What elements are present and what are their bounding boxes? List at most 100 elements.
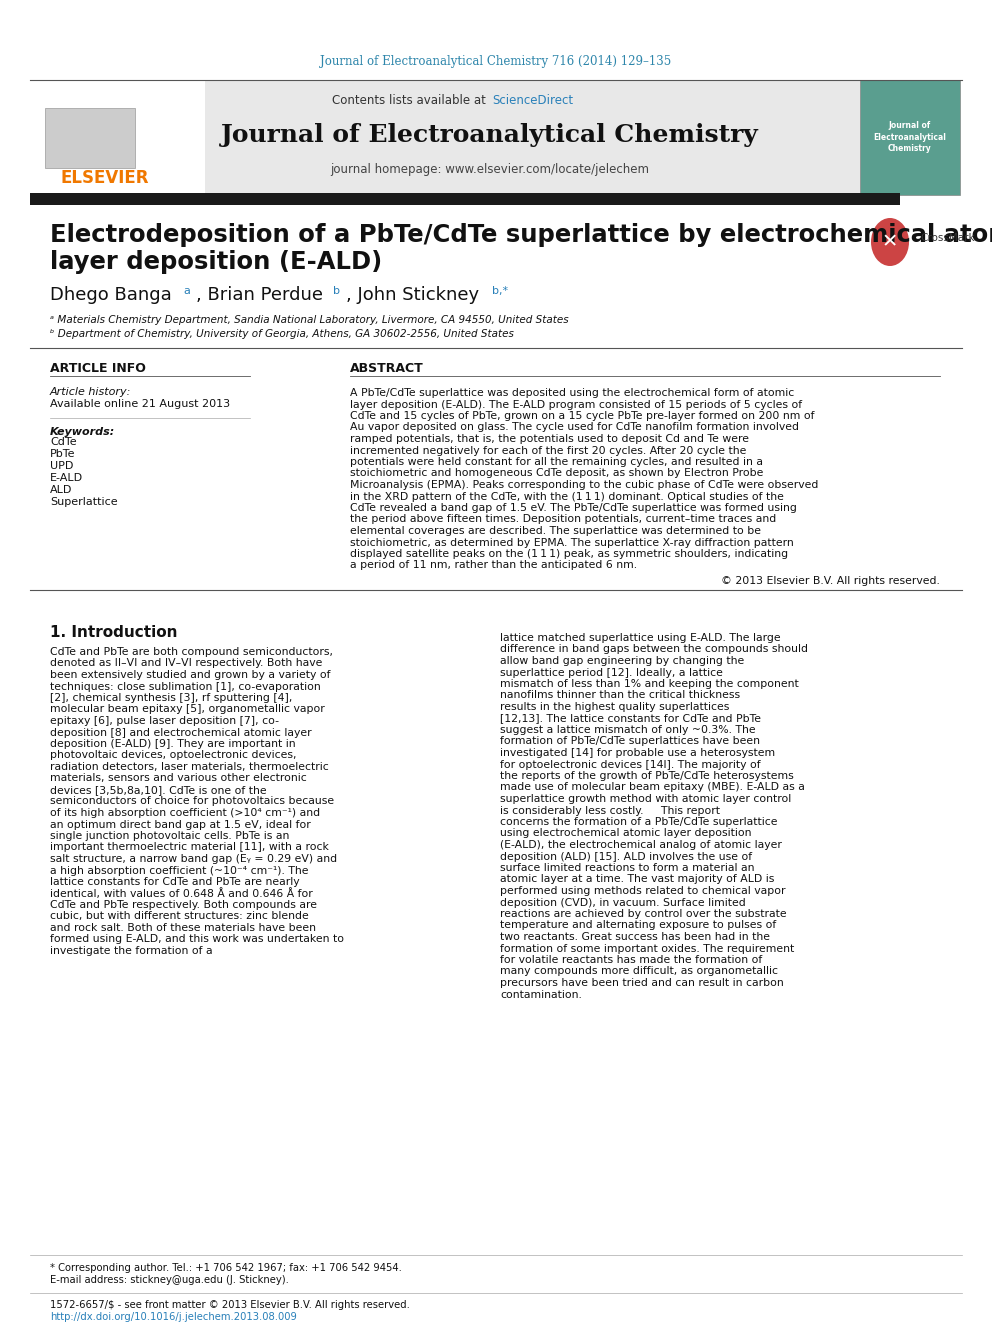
Text: a: a: [183, 286, 189, 296]
Text: Electrodeposition of a PbTe/CdTe superlattice by electrochemical atomic: Electrodeposition of a PbTe/CdTe superla…: [50, 224, 992, 247]
Text: ARTICLE INFO: ARTICLE INFO: [50, 361, 146, 374]
Text: using electrochemical atomic layer deposition: using electrochemical atomic layer depos…: [500, 828, 752, 839]
Text: nanofilms thinner than the critical thickness: nanofilms thinner than the critical thic…: [500, 691, 740, 700]
Text: is considerably less costly.     This report: is considerably less costly. This report: [500, 806, 720, 815]
Text: E-ALD: E-ALD: [50, 474, 83, 483]
Bar: [30, 79, 205, 194]
Text: contamination.: contamination.: [500, 990, 582, 999]
Text: an optimum direct band gap at 1.5 eV, ideal for: an optimum direct band gap at 1.5 eV, id…: [50, 819, 310, 830]
Text: photovoltaic devices, optoelectronic devices,: photovoltaic devices, optoelectronic dev…: [50, 750, 297, 761]
Text: Article history:: Article history:: [50, 388, 131, 397]
Text: epitaxy [6], pulse laser deposition [7], co-: epitaxy [6], pulse laser deposition [7],…: [50, 716, 279, 726]
Text: [12,13]. The lattice constants for CdTe and PbTe: [12,13]. The lattice constants for CdTe …: [500, 713, 761, 724]
Text: atomic layer at a time. The vast majority of ALD is: atomic layer at a time. The vast majorit…: [500, 875, 775, 885]
Text: E-mail address: stickney@uga.edu (J. Stickney).: E-mail address: stickney@uga.edu (J. Sti…: [50, 1275, 289, 1285]
Text: ✕: ✕: [882, 233, 898, 251]
Text: denoted as II–VI and IV–VI respectively. Both have: denoted as II–VI and IV–VI respectively.…: [50, 659, 322, 668]
Text: many compounds more difficult, as organometallic: many compounds more difficult, as organo…: [500, 967, 778, 976]
Text: in the XRD pattern of the CdTe, with the (1 1 1) dominant. Optical studies of th: in the XRD pattern of the CdTe, with the…: [350, 492, 784, 501]
Text: temperature and alternating exposure to pulses of: temperature and alternating exposure to …: [500, 921, 777, 930]
Ellipse shape: [871, 218, 909, 266]
Text: ᵃ Materials Chemistry Department, Sandia National Laboratory, Livermore, CA 9455: ᵃ Materials Chemistry Department, Sandia…: [50, 315, 568, 325]
Text: Available online 21 August 2013: Available online 21 August 2013: [50, 400, 230, 409]
Text: http://dx.doi.org/10.1016/j.jelechem.2013.08.009: http://dx.doi.org/10.1016/j.jelechem.201…: [50, 1312, 297, 1322]
Text: for optoelectronic devices [14l]. The majority of: for optoelectronic devices [14l]. The ma…: [500, 759, 761, 770]
Text: deposition (ALD) [15]. ALD involves the use of: deposition (ALD) [15]. ALD involves the …: [500, 852, 752, 861]
Text: lattice constants for CdTe and PbTe are nearly: lattice constants for CdTe and PbTe are …: [50, 877, 300, 886]
Text: deposition [8] and electrochemical atomic layer: deposition [8] and electrochemical atomi…: [50, 728, 311, 737]
Text: * Corresponding author. Tel.: +1 706 542 1967; fax: +1 706 542 9454.: * Corresponding author. Tel.: +1 706 542…: [50, 1263, 402, 1273]
Text: layer deposition (E-ALD). The E-ALD program consisted of 15 periods of 5 cycles : layer deposition (E-ALD). The E-ALD prog…: [350, 400, 803, 410]
Text: © 2013 Elsevier B.V. All rights reserved.: © 2013 Elsevier B.V. All rights reserved…: [721, 576, 940, 586]
Text: Superlattice: Superlattice: [50, 497, 118, 507]
Text: investigate the formation of a: investigate the formation of a: [50, 946, 212, 957]
Text: Journal of Electroanalytical Chemistry 716 (2014) 129–135: Journal of Electroanalytical Chemistry 7…: [320, 56, 672, 69]
Text: for volatile reactants has made the formation of: for volatile reactants has made the form…: [500, 955, 762, 964]
Text: single junction photovoltaic cells. PbTe is an: single junction photovoltaic cells. PbTe…: [50, 831, 290, 841]
Text: journal homepage: www.elsevier.com/locate/jelechem: journal homepage: www.elsevier.com/locat…: [330, 164, 650, 176]
Text: important thermoelectric material [11], with a rock: important thermoelectric material [11], …: [50, 843, 329, 852]
Text: , Brian Perdue: , Brian Perdue: [196, 286, 323, 304]
Text: of its high absorption coefficient (>10⁴ cm⁻¹) and: of its high absorption coefficient (>10⁴…: [50, 808, 320, 818]
Text: lattice matched superlattice using E-ALD. The large: lattice matched superlattice using E-ALD…: [500, 632, 781, 643]
Text: stoichiometric and homogeneous CdTe deposit, as shown by Electron Probe: stoichiometric and homogeneous CdTe depo…: [350, 468, 764, 479]
Bar: [30, 79, 900, 194]
Text: devices [3,5b,8a,10]. CdTe is one of the: devices [3,5b,8a,10]. CdTe is one of the: [50, 785, 267, 795]
Text: cubic, but with different structures: zinc blende: cubic, but with different structures: zi…: [50, 912, 309, 922]
Text: deposition (CVD), in vacuum. Surface limited: deposition (CVD), in vacuum. Surface lim…: [500, 897, 746, 908]
Text: 1572-6657/$ - see front matter © 2013 Elsevier B.V. All rights reserved.: 1572-6657/$ - see front matter © 2013 El…: [50, 1301, 410, 1310]
Text: difference in band gaps between the compounds should: difference in band gaps between the comp…: [500, 644, 808, 655]
Text: Au vapor deposited on glass. The cycle used for CdTe nanofilm formation involved: Au vapor deposited on glass. The cycle u…: [350, 422, 799, 433]
Text: reactions are achieved by control over the substrate: reactions are achieved by control over t…: [500, 909, 787, 919]
Text: made use of molecular beam epitaxy (MBE). E-ALD as a: made use of molecular beam epitaxy (MBE)…: [500, 782, 805, 792]
Text: a period of 11 nm, rather than the anticipated 6 nm.: a period of 11 nm, rather than the antic…: [350, 561, 637, 570]
Text: and rock salt. Both of these materials have been: and rock salt. Both of these materials h…: [50, 923, 316, 933]
Text: CdTe and PbTe are both compound semiconductors,: CdTe and PbTe are both compound semicond…: [50, 647, 333, 658]
Text: ᵇ Department of Chemistry, University of Georgia, Athens, GA 30602-2556, United : ᵇ Department of Chemistry, University of…: [50, 329, 514, 339]
Text: 1. Introduction: 1. Introduction: [50, 624, 178, 640]
Text: UPD: UPD: [50, 460, 73, 471]
Text: formation of some important oxides. The requirement: formation of some important oxides. The …: [500, 943, 795, 954]
Text: performed using methods related to chemical vapor: performed using methods related to chemi…: [500, 886, 786, 896]
Bar: [30, 193, 900, 205]
Text: mismatch of less than 1% and keeping the component: mismatch of less than 1% and keeping the…: [500, 679, 799, 689]
Text: ABSTRACT: ABSTRACT: [350, 361, 424, 374]
Text: semiconductors of choice for photovoltaics because: semiconductors of choice for photovoltai…: [50, 796, 334, 807]
Text: CdTe and 15 cycles of PbTe, grown on a 15 cycle PbTe pre-layer formed on 200 nm : CdTe and 15 cycles of PbTe, grown on a 1…: [350, 411, 814, 421]
Text: materials, sensors and various other electronic: materials, sensors and various other ele…: [50, 774, 307, 783]
Text: radiation detectors, laser materials, thermoelectric: radiation detectors, laser materials, th…: [50, 762, 328, 773]
Text: concerns the formation of a PbTe/CdTe superlattice: concerns the formation of a PbTe/CdTe su…: [500, 818, 778, 827]
Text: Contents lists available at: Contents lists available at: [332, 94, 490, 106]
Text: formed using E-ALD, and this work was undertaken to: formed using E-ALD, and this work was un…: [50, 934, 344, 945]
Text: ELSEVIER: ELSEVIER: [61, 169, 149, 187]
Text: salt structure, a narrow band gap (Eᵧ = 0.29 eV) and: salt structure, a narrow band gap (Eᵧ = …: [50, 855, 337, 864]
Text: PbTe: PbTe: [50, 448, 75, 459]
Text: been extensively studied and grown by a variety of: been extensively studied and grown by a …: [50, 669, 330, 680]
Text: A PbTe/CdTe superlattice was deposited using the electrochemical form of atomic: A PbTe/CdTe superlattice was deposited u…: [350, 388, 795, 398]
Text: the reports of the growth of PbTe/CdTe heterosystems: the reports of the growth of PbTe/CdTe h…: [500, 771, 794, 781]
Text: (E-ALD), the electrochemical analog of atomic layer: (E-ALD), the electrochemical analog of a…: [500, 840, 782, 849]
Text: molecular beam epitaxy [5], organometallic vapor: molecular beam epitaxy [5], organometall…: [50, 705, 324, 714]
Text: formation of PbTe/CdTe superlattices have been: formation of PbTe/CdTe superlattices hav…: [500, 737, 760, 746]
Text: b: b: [333, 286, 340, 296]
Text: the period above fifteen times. Deposition potentials, current–time traces and: the period above fifteen times. Depositi…: [350, 515, 777, 524]
Text: Journal of
Electroanalytical
Chemistry: Journal of Electroanalytical Chemistry: [874, 120, 946, 153]
Text: surface limited reactions to form a material an: surface limited reactions to form a mate…: [500, 863, 755, 873]
Text: [2], chemical synthesis [3], rf sputtering [4],: [2], chemical synthesis [3], rf sputteri…: [50, 693, 293, 703]
Text: suggest a lattice mismatch of only ~0.3%. The: suggest a lattice mismatch of only ~0.3%…: [500, 725, 756, 736]
Text: investigated [14] for probable use a heterosystem: investigated [14] for probable use a het…: [500, 747, 775, 758]
Text: CdTe revealed a band gap of 1.5 eV. The PbTe/CdTe superlattice was formed using: CdTe revealed a band gap of 1.5 eV. The …: [350, 503, 797, 513]
Text: Keywords:: Keywords:: [50, 427, 115, 437]
Text: incremented negatively for each of the first 20 cycles. After 20 cycle the: incremented negatively for each of the f…: [350, 446, 746, 455]
Bar: [860, 79, 960, 194]
Text: two reactants. Great success has been had in the: two reactants. Great success has been ha…: [500, 931, 770, 942]
Text: potentials were held constant for all the remaining cycles, and resulted in a: potentials were held constant for all th…: [350, 456, 763, 467]
Text: CdTe: CdTe: [50, 437, 76, 447]
Text: superlattice growth method with atomic layer control: superlattice growth method with atomic l…: [500, 794, 792, 804]
Text: layer deposition (E-ALD): layer deposition (E-ALD): [50, 250, 382, 274]
Text: deposition (E-ALD) [9]. They are important in: deposition (E-ALD) [9]. They are importa…: [50, 740, 296, 749]
Text: techniques: close sublimation [1], co-evaporation: techniques: close sublimation [1], co-ev…: [50, 681, 320, 692]
Text: CdTe and PbTe respectively. Both compounds are: CdTe and PbTe respectively. Both compoun…: [50, 900, 317, 910]
Text: CrossMark: CrossMark: [920, 233, 974, 243]
Bar: [45, 108, 135, 168]
